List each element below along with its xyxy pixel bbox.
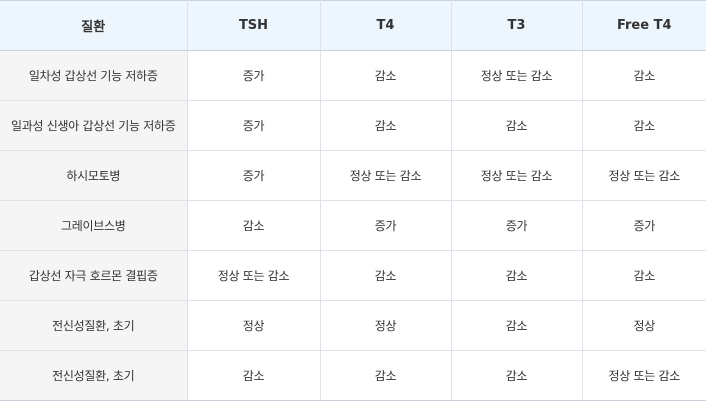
header-disease: 질환 [0, 0, 187, 51]
t4-cell: 감소 [319, 250, 451, 301]
tsh-cell: 정상 [186, 300, 320, 351]
t4-cell: 증가 [319, 200, 451, 251]
t3-cell: 감소 [450, 250, 582, 301]
free-t4-cell: 증가 [581, 200, 706, 251]
header-tsh: TSH [186, 0, 320, 51]
header-t3: T3 [450, 0, 582, 51]
tsh-cell: 감소 [186, 350, 320, 401]
table-row: 일차성 갑상선 기능 저하증 증가 감소 정상 또는 감소 감소 [0, 50, 706, 101]
disease-cell: 갑상선 자극 호르몬 결핍증 [0, 250, 187, 301]
free-t4-cell: 정상 또는 감소 [581, 150, 706, 201]
table-row: 하시모토병 증가 정상 또는 감소 정상 또는 감소 정상 또는 감소 [0, 150, 706, 201]
t4-cell: 감소 [319, 50, 451, 101]
tsh-cell: 정상 또는 감소 [186, 250, 320, 301]
t4-cell: 감소 [319, 350, 451, 401]
disease-cell: 하시모토병 [0, 150, 187, 201]
disease-cell: 일차성 갑상선 기능 저하증 [0, 50, 187, 101]
t4-cell: 감소 [319, 100, 451, 151]
table-row: 일과성 신생아 갑상선 기능 저하증 증가 감소 감소 감소 [0, 100, 706, 151]
free-t4-cell: 감소 [581, 100, 706, 151]
t3-cell: 감소 [450, 300, 582, 351]
tsh-cell: 증가 [186, 100, 320, 151]
table-row: 그레이브스병 감소 증가 증가 증가 [0, 200, 706, 251]
t3-cell: 정상 또는 감소 [450, 50, 582, 101]
table-header-row: 질환 TSH T4 T3 Free T4 [0, 0, 706, 51]
tsh-cell: 감소 [186, 200, 320, 251]
header-free-t4: Free T4 [581, 0, 706, 51]
disease-cell: 그레이브스병 [0, 200, 187, 251]
tsh-cell: 증가 [186, 50, 320, 101]
table-row: 전신성질환, 초기 정상 정상 감소 정상 [0, 300, 706, 351]
free-t4-cell: 정상 또는 감소 [581, 350, 706, 401]
disease-cell: 전신성질환, 초기 [0, 350, 187, 401]
free-t4-cell: 감소 [581, 250, 706, 301]
t3-cell: 감소 [450, 100, 582, 151]
table-row: 갑상선 자극 호르몬 결핍증 정상 또는 감소 감소 감소 감소 [0, 250, 706, 301]
t4-cell: 정상 [319, 300, 451, 351]
t3-cell: 증가 [450, 200, 582, 251]
free-t4-cell: 정상 [581, 300, 706, 351]
t3-cell: 정상 또는 감소 [450, 150, 582, 201]
disease-cell: 전신성질환, 초기 [0, 300, 187, 351]
t3-cell: 감소 [450, 350, 582, 401]
free-t4-cell: 감소 [581, 50, 706, 101]
table-row: 전신성질환, 초기 감소 감소 감소 정상 또는 감소 [0, 350, 706, 401]
disease-cell: 일과성 신생아 갑상선 기능 저하증 [0, 100, 187, 151]
header-t4: T4 [319, 0, 451, 51]
tsh-cell: 증가 [186, 150, 320, 201]
t4-cell: 정상 또는 감소 [319, 150, 451, 201]
